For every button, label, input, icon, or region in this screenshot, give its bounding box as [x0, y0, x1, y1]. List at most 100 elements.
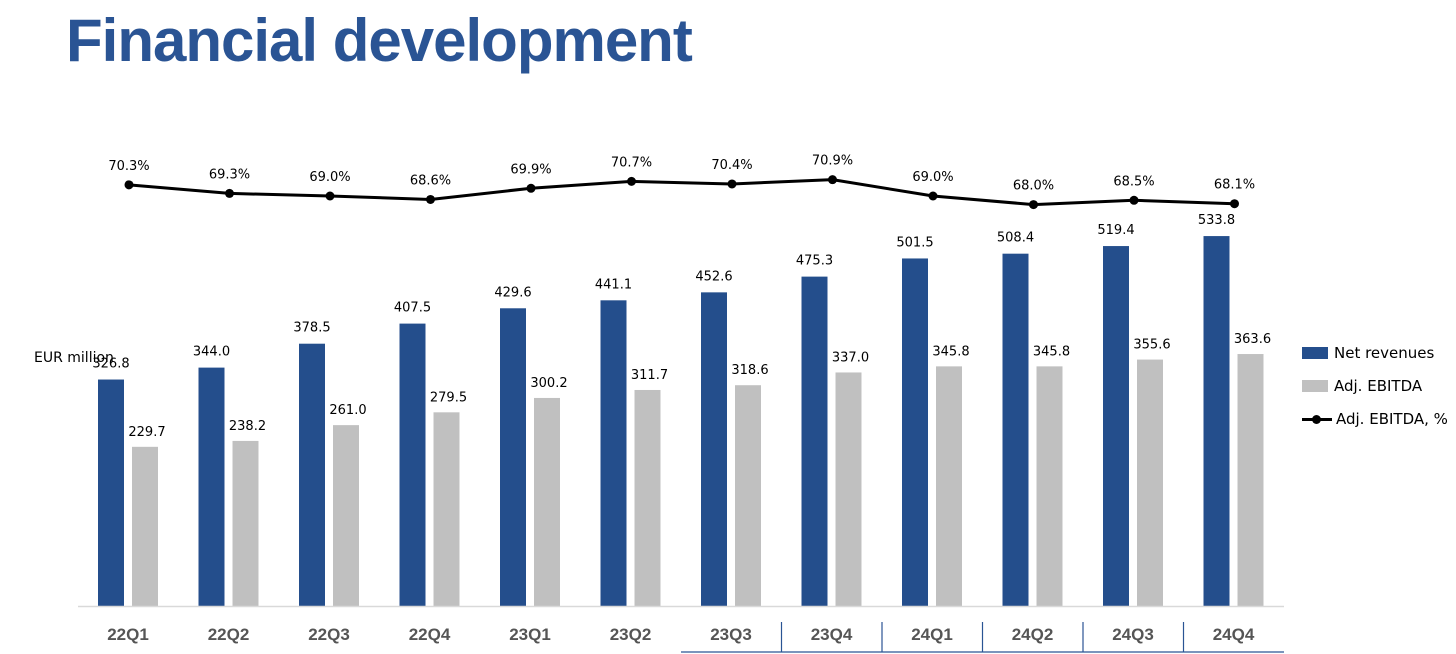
net-revenues-label: 429.6 [494, 285, 531, 300]
adj-ebitda-bar [936, 366, 962, 606]
net-revenues-bar [198, 367, 225, 606]
adj-ebitda-bar [1036, 366, 1063, 606]
adj-ebitda-label: 261.0 [329, 403, 366, 418]
adj-ebitda-pct-point [225, 188, 234, 198]
net-revenues-label: 326.8 [92, 357, 129, 372]
adj-ebitda-bar [333, 425, 359, 606]
adj-ebitda-bar [433, 412, 460, 606]
adj-ebitda-bar [1237, 354, 1264, 606]
adj-ebitda-bar [634, 389, 661, 606]
adj-ebitda-pct-point [627, 176, 636, 186]
adj-ebitda-label-bg [1230, 327, 1275, 350]
adj-ebitda-label: 229.7 [128, 425, 165, 440]
adj-ebitda-label: 345.8 [1033, 344, 1070, 359]
adj-ebitda-bar [835, 372, 862, 606]
net-revenues-label: 508.4 [997, 231, 1034, 246]
net-revenues-bar [600, 300, 627, 606]
adj-ebitda-bar [132, 446, 158, 606]
adj-ebitda-pct-label: 68.5% [1113, 174, 1154, 189]
x-tick-label: 23Q3 [710, 625, 752, 644]
net-revenues-label: 475.3 [796, 254, 833, 269]
net-revenues-label: 533.8 [1198, 213, 1235, 228]
adj-ebitda-bar [735, 385, 761, 606]
x-tick-label: 23Q1 [509, 625, 551, 644]
adj-ebitda-pct-line [128, 178, 1235, 207]
x-tick-label: 22Q3 [308, 625, 350, 644]
net-revenues-bar [1002, 253, 1029, 606]
adj-ebitda-label: 238.2 [229, 419, 266, 434]
label-group: 326.8 229.7 70.3% 344.0 238.2 69.3% 378.5 261.0… [92, 154, 1275, 442]
legend-swatch-adj-ebitda-pct [1302, 413, 1332, 425]
adj-ebitda-pct-label: 68.6% [410, 173, 451, 188]
x-tick-label: 23Q4 [811, 625, 853, 644]
legend-label-adj-ebitda-pct: Adj. EBITDA, % [1336, 409, 1448, 428]
net-revenues-bar [1103, 246, 1129, 607]
adj-ebitda-pct-point [928, 191, 938, 201]
adj-ebitda-label-bg [426, 385, 471, 408]
adj-ebitda-label: 337.0 [832, 350, 869, 365]
margin-line-group [124, 175, 1239, 210]
net-revenues-bar [98, 379, 124, 606]
adj-ebitda-pct-label: 70.7% [611, 155, 652, 170]
legend-swatch-adj-ebitda [1302, 379, 1328, 392]
adj-ebitda-pct-label: 70.9% [812, 154, 853, 169]
adj-ebitda-pct-point [828, 175, 837, 185]
net-revenues-label: 441.1 [595, 277, 632, 292]
legend: Net revenues Adj. EBITDA Adj. EBITDA, % [1302, 336, 1448, 435]
net-revenues-bar [902, 258, 928, 606]
x-tick-label: 24Q2 [1012, 625, 1054, 644]
adj-ebitda-label-bg [627, 362, 672, 385]
adj-ebitda-label: 300.2 [530, 376, 567, 391]
legend-item-adj-ebitda[interactable]: Adj. EBITDA [1302, 369, 1448, 402]
adj-ebitda-pct-label: 69.0% [309, 170, 350, 185]
adj-ebitda-label: 318.6 [731, 363, 768, 378]
x-tick-label: 24Q3 [1112, 625, 1154, 644]
net-revenues-bar [801, 276, 828, 606]
adj-ebitda-bar [232, 440, 259, 606]
adj-ebitda-pct-label: 69.3% [209, 167, 250, 182]
adj-ebitda-bar [1137, 359, 1163, 606]
net-revenues-label: 501.5 [896, 235, 933, 250]
x-tick-label: 24Q4 [1213, 625, 1255, 644]
adj-ebitda-label-bg [728, 358, 772, 381]
x-tick-label: 22Q2 [208, 625, 250, 644]
adj-ebitda-label-bg [1029, 339, 1074, 362]
adj-ebitda-label: 311.7 [631, 368, 668, 383]
adj-ebitda-pct-label: 70.3% [108, 159, 149, 174]
net-revenues-bar [1203, 236, 1230, 606]
x-tick-label: 22Q1 [107, 625, 149, 644]
adj-ebitda-pct-point [1029, 200, 1038, 210]
adj-ebitda-bar [534, 397, 560, 606]
net-revenues-label: 378.5 [293, 321, 330, 336]
adj-ebitda-label-bg [1130, 332, 1174, 355]
adj-ebitda-label-bg [125, 419, 169, 442]
legend-item-net-revenues[interactable]: Net revenues [1302, 336, 1448, 369]
net-revenues-label: 519.4 [1097, 223, 1134, 238]
adj-ebitda-label: 355.6 [1133, 338, 1170, 353]
adj-ebitda-label-bg [326, 398, 370, 421]
adj-ebitda-label-bg [929, 339, 973, 362]
adj-ebitda-pct-point [426, 194, 435, 204]
net-revenues-label: 407.5 [394, 301, 431, 316]
adj-ebitda-label-bg [527, 370, 571, 393]
adj-ebitda-pct-point [727, 179, 737, 189]
adj-ebitda-pct-point [1129, 195, 1139, 205]
bar-group [98, 236, 1264, 607]
adj-ebitda-pct-label: 68.1% [1214, 178, 1255, 193]
adj-ebitda-pct-point [124, 180, 134, 190]
x-tick-label: 24Q1 [911, 625, 953, 644]
legend-label-adj-ebitda: Adj. EBITDA [1334, 376, 1423, 395]
net-revenues-label: 344.0 [193, 345, 230, 360]
adj-ebitda-pct-label: 68.0% [1013, 179, 1054, 194]
adj-ebitda-label: 345.8 [932, 344, 969, 359]
net-revenues-label: 452.6 [695, 269, 732, 284]
legend-item-adj-ebitda-pct[interactable]: Adj. EBITDA, % [1302, 402, 1448, 435]
adj-ebitda-label: 279.5 [430, 390, 467, 405]
net-revenues-bar [701, 292, 727, 606]
x-tick-label: 22Q4 [409, 625, 451, 644]
net-revenues-bar [399, 323, 426, 606]
adj-ebitda-pct-label: 69.0% [912, 170, 953, 185]
page-title: Financial development [66, 7, 693, 74]
axis-group: 22Q1 22Q2 22Q3 22Q4 23Q1 23Q2 23Q3 23Q4 24Q1 24Q2… [78, 605, 1284, 653]
